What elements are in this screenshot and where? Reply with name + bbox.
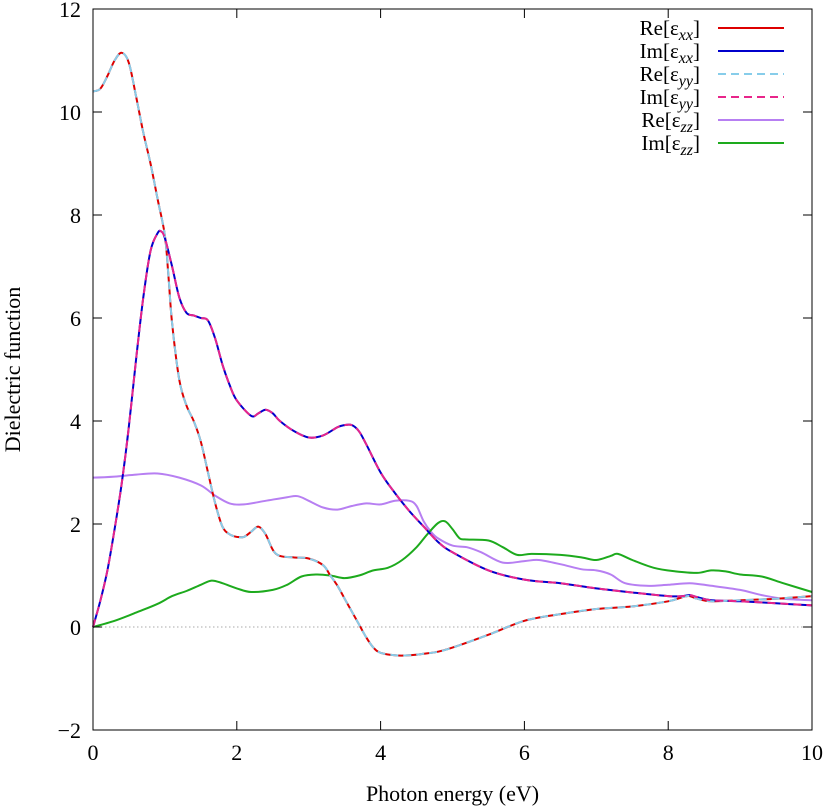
axis-ticks: 0 2 4 6 8 10 −2 0 2 4 6 8 10 12 bbox=[58, 0, 823, 765]
x-axis-label: Photon energy (eV) bbox=[366, 781, 539, 806]
legend-label-2: Re[εyy] bbox=[640, 62, 700, 90]
series-line-2 bbox=[92, 51, 813, 657]
legend-label-3: Im[εyy] bbox=[640, 85, 700, 113]
y-tick-label: 6 bbox=[70, 306, 81, 331]
series-line-5 bbox=[92, 519, 813, 628]
x-tick-label: 10 bbox=[801, 740, 823, 765]
x-tick-label: 4 bbox=[375, 740, 386, 765]
legend-label-4: Re[εzz] bbox=[641, 108, 700, 136]
series-line-0 bbox=[92, 51, 813, 657]
x-tick-label: 2 bbox=[231, 740, 242, 765]
x-tick-label: 6 bbox=[519, 740, 530, 765]
y-tick-label: −2 bbox=[58, 718, 81, 743]
y-tick-label: 4 bbox=[70, 409, 81, 434]
x-tick-label: 0 bbox=[88, 740, 99, 765]
y-tick-label: 12 bbox=[59, 0, 81, 22]
legend-label-5: Im[εzz] bbox=[641, 131, 700, 159]
x-tick-label: 8 bbox=[663, 740, 674, 765]
plot-frame bbox=[92, 8, 813, 731]
series-line-1 bbox=[92, 229, 813, 628]
y-axis-label: Dielectric function bbox=[0, 287, 25, 453]
y-tick-label: 0 bbox=[70, 615, 81, 640]
series-lines bbox=[92, 51, 813, 657]
y-tick-label: 2 bbox=[70, 512, 81, 537]
legend: Re[εxx]Im[εxx]Re[εyy]Im[εyy]Re[εzz]Im[εz… bbox=[640, 16, 784, 159]
series-line-3 bbox=[92, 229, 813, 628]
series-line-4 bbox=[92, 472, 813, 602]
legend-label-1: Im[εxx] bbox=[640, 39, 700, 67]
legend-label-0: Re[εxx] bbox=[640, 16, 700, 44]
y-tick-label: 10 bbox=[59, 100, 81, 125]
y-tick-label: 8 bbox=[70, 203, 81, 228]
